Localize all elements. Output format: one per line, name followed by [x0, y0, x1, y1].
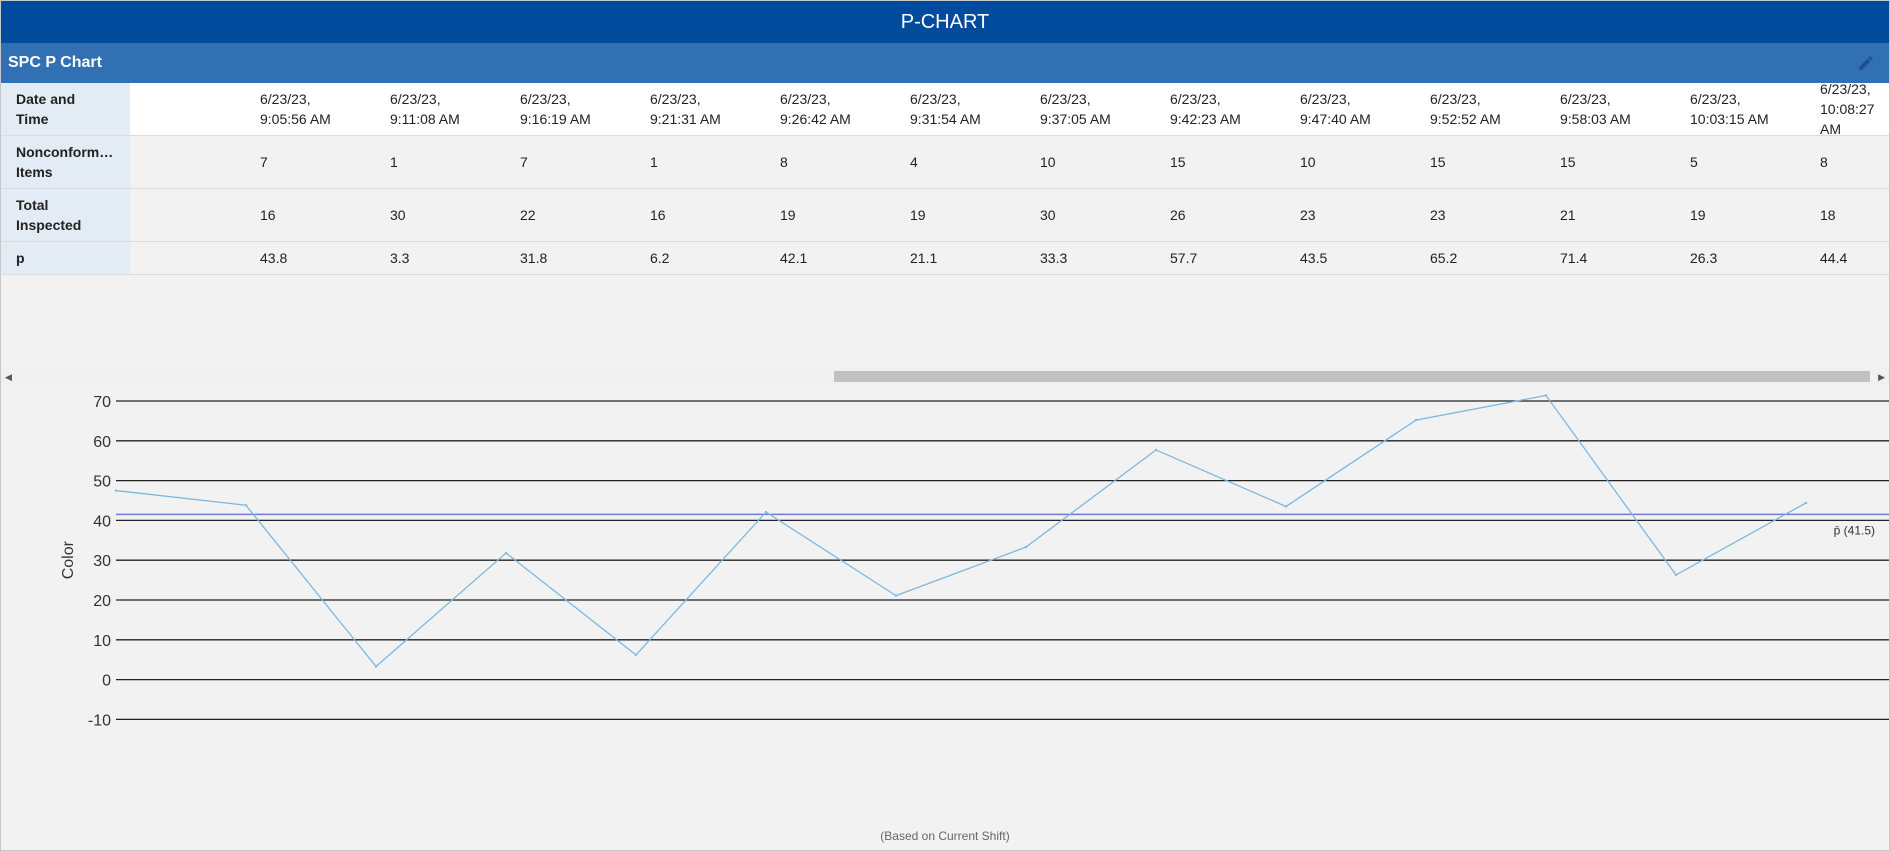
data-point [894, 594, 898, 597]
time-cell: 6/23/23, 9:52:52 AM [1430, 91, 1501, 127]
data-point [1804, 501, 1808, 505]
time-cell: 6/23/23, 9:37:05 AM [1040, 91, 1111, 127]
data-point [1674, 573, 1678, 577]
pencil-icon[interactable] [1857, 54, 1875, 72]
time-cell: 6/23/23, 9:21:31 AM [650, 91, 721, 127]
y-tick-label: 30 [93, 553, 111, 570]
p-cell: 31.8 [520, 250, 548, 266]
data-point [1024, 545, 1028, 549]
time-cell: 6/23/23, 9:47:40 AM [1300, 91, 1371, 127]
table-row-date-time: 6/23/23, 10:08:27 AM 6/23/23, 10:03:15 AM… [1, 83, 1889, 137]
data-point [114, 489, 118, 492]
nonconforming-cell: 8 [780, 154, 788, 170]
p-cell: 57.7 [1170, 250, 1198, 266]
row-header-p: p [1, 242, 130, 274]
panel-header: SPC P Chart [1, 43, 1889, 83]
time-cell: 6/23/23, 9:11:08 AM [390, 91, 460, 127]
inspected-cell: 19 [1690, 207, 1706, 223]
table-row-nonconforming: 8 5 15 15 10 15 10 4 8 1 7 1 7 Nonconform… Items [1, 136, 1889, 189]
chart-footnote: (Based on Current Shift) [880, 829, 1009, 843]
time-cell: 6/23/23, 9:05:56 AM [260, 91, 331, 127]
nonconforming-cell: 15 [1560, 154, 1576, 170]
nonconforming-cell: 1 [390, 154, 398, 170]
nonconforming-cell: 15 [1430, 154, 1446, 170]
nonconforming-cell: 5 [1690, 154, 1698, 170]
inspected-cell: 21 [1560, 207, 1576, 223]
inspected-cell: 30 [1040, 207, 1056, 223]
table-row-p: 44.4 26.3 71.4 65.2 43.5 57.7 33.3 21.1 42.1 6.2 3… [1, 242, 1889, 275]
y-tick-label: 20 [93, 593, 111, 610]
time-cell: 6/23/23, 9:26:42 AM [780, 91, 851, 127]
data-point [244, 504, 248, 507]
row-header-nonconforming: Nonconform… Items [1, 136, 130, 188]
y-tick-label: 0 [102, 673, 111, 690]
inspected-cell: 16 [260, 207, 276, 223]
y-axis-label: Color [60, 540, 77, 579]
nonconforming-cell: 8 [1820, 154, 1828, 170]
center-line-label: p̄ (41.5) [1834, 523, 1875, 537]
inspected-cell: 19 [910, 207, 926, 223]
time-cell: 6/23/23, 10:08:27 AM [1820, 83, 1875, 137]
data-point [634, 653, 638, 657]
table-row-inspected: 18 19 21 23 23 26 30 19 19 16 22 30 16 Total Inspect… [1, 189, 1889, 242]
p-cell: 71.4 [1560, 250, 1588, 266]
y-tick-label: 70 [93, 394, 111, 411]
inspected-cell: 16 [650, 207, 666, 223]
data-point [1284, 505, 1288, 508]
panel-title: SPC P Chart [8, 54, 102, 71]
time-cell: 6/23/23, 9:31:54 AM [910, 91, 981, 127]
time-cell: 6/23/23, 9:42:23 AM [1170, 91, 1241, 127]
y-tick-label: 60 [93, 434, 111, 451]
nonconforming-cell: 7 [260, 154, 268, 170]
inspected-cell: 19 [780, 207, 796, 223]
nonconforming-cell: 7 [520, 154, 528, 170]
nonconforming-cell: 4 [910, 154, 918, 170]
time-cell: 6/23/23, 10:03:15 AM [1690, 91, 1769, 127]
p-cell: 21.1 [910, 250, 938, 266]
nonconforming-cell: 15 [1170, 154, 1186, 170]
y-tick-label: -10 [88, 712, 111, 729]
y-tick-label: 50 [93, 474, 111, 491]
p-cell: 44.4 [1820, 250, 1848, 266]
series-line [115, 394, 1807, 668]
nonconforming-cell: 10 [1040, 154, 1056, 170]
p-cell: 6.2 [650, 250, 670, 266]
p-cell: 26.3 [1690, 250, 1718, 266]
nonconforming-cell: 10 [1300, 154, 1316, 170]
p-cell: 43.8 [260, 250, 288, 266]
inspected-cell: 23 [1300, 207, 1316, 223]
data-table: 6/23/23, 10:08:27 AM 6/23/23, 10:03:15 AM… [1, 83, 1889, 368]
inspected-cell: 18 [1820, 207, 1836, 223]
time-cell: 6/23/23, 9:16:19 AM [520, 91, 591, 127]
data-point [374, 665, 378, 668]
y-tick-label: 40 [93, 513, 111, 530]
scroll-right-icon[interactable]: ▶ [1878, 372, 1885, 382]
scroll-left-icon[interactable]: ◀ [5, 372, 12, 382]
inspected-cell: 26 [1170, 207, 1186, 223]
inspected-cell: 23 [1430, 207, 1446, 223]
scroll-thumb[interactable] [834, 371, 1870, 382]
time-cell: 6/23/23, 9:58:03 AM [1560, 91, 1631, 127]
p-cell: 3.3 [390, 250, 410, 266]
row-header-inspected: Total Inspected [1, 189, 130, 241]
p-cell: 42.1 [780, 250, 808, 266]
y-tick-label: 10 [93, 633, 111, 650]
data-point [1154, 448, 1158, 452]
page-title: P-CHART [1, 1, 1889, 43]
p-cell: 65.2 [1430, 250, 1458, 266]
row-header-date-time: Date and Time [1, 83, 130, 135]
p-cell: 33.3 [1040, 250, 1068, 266]
inspected-cell: 22 [520, 207, 536, 223]
p-cell: 43.5 [1300, 250, 1328, 266]
p-chart-plot: -1001020304050607080Colorp̄ (41.5)(Based… [60, 394, 1889, 843]
data-point [1414, 418, 1418, 422]
nonconforming-cell: 1 [650, 154, 658, 170]
inspected-cell: 30 [390, 207, 406, 223]
horizontal-scrollbar[interactable]: ◀ ▶ [1, 368, 1889, 384]
data-point [1544, 394, 1548, 397]
data-point [764, 510, 768, 514]
data-point [504, 551, 508, 555]
